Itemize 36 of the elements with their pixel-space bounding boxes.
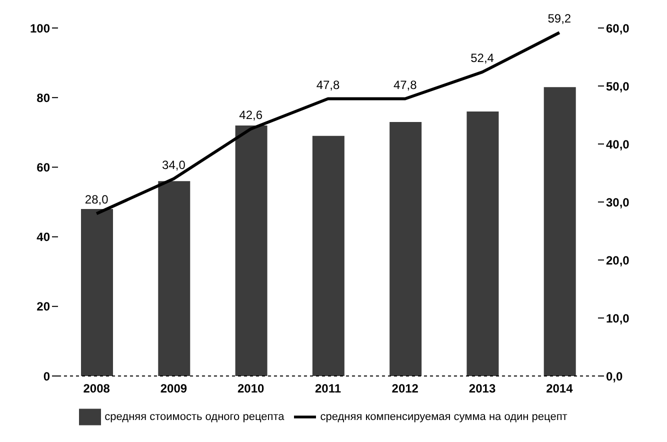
data-label: 47,8 bbox=[393, 78, 418, 92]
legend-label: средняя стоимость одного рецепта bbox=[104, 410, 284, 423]
bar bbox=[235, 125, 268, 376]
legend-label: средняя компенсируемая сумма на один рецепт bbox=[320, 410, 568, 423]
data-label: 52,4 bbox=[470, 51, 494, 66]
y2-tick-label: 0,0 bbox=[606, 369, 624, 384]
x-tick-label: 2011 bbox=[314, 382, 342, 396]
bar bbox=[312, 136, 344, 376]
data-label: 47,8 bbox=[316, 78, 340, 92]
bar bbox=[466, 112, 499, 376]
y-tick-label: 0 bbox=[43, 369, 50, 384]
data-label: 34,0 bbox=[162, 158, 186, 172]
data-label: 42,6 bbox=[239, 108, 263, 122]
data-label: 59,2 bbox=[548, 12, 572, 26]
data-label: 28,0 bbox=[84, 192, 109, 207]
y-tick-label: 20 bbox=[36, 300, 50, 314]
y2-tick-label: 40,0 bbox=[606, 137, 630, 152]
y2-tick-label: 60,0 bbox=[606, 21, 630, 36]
bar bbox=[158, 181, 190, 376]
x-tick-label: 2009 bbox=[160, 382, 188, 396]
y-tick-label: 80 bbox=[36, 90, 50, 105]
bar bbox=[390, 122, 422, 376]
y-tick-label: 40 bbox=[36, 230, 50, 244]
y-tick-label: 100 bbox=[30, 21, 50, 36]
x-tick-label: 2012 bbox=[392, 382, 419, 396]
y-tick-label: 60 bbox=[36, 160, 50, 174]
x-tick-label: 2013 bbox=[468, 382, 496, 396]
x-tick-label: 2014 bbox=[546, 382, 574, 396]
x-tick-label: 2010 bbox=[238, 382, 265, 396]
y2-tick-label: 30,0 bbox=[606, 195, 630, 210]
x-tick-label: 2008 bbox=[83, 382, 110, 396]
bar bbox=[81, 208, 113, 376]
y2-tick-label: 10,0 bbox=[606, 311, 630, 326]
bar bbox=[544, 87, 576, 376]
y2-tick-label: 50,0 bbox=[606, 79, 630, 94]
y2-tick-label: 20,0 bbox=[606, 253, 630, 268]
